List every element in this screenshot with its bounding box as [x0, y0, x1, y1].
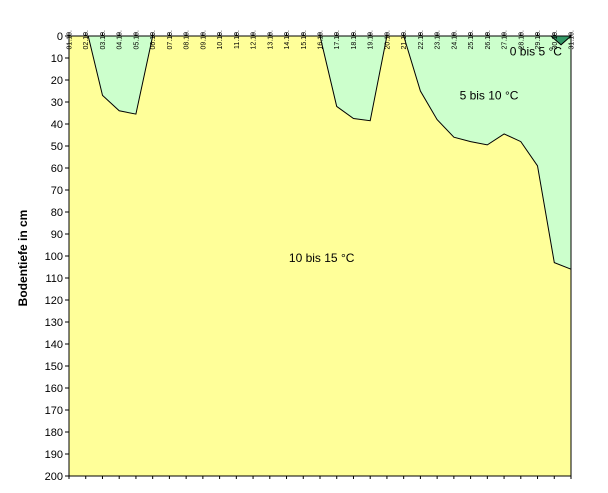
- y-tick-label: 170: [45, 405, 63, 417]
- y-tick-label: 180: [45, 427, 63, 439]
- x-tick-label: 27.10.: [502, 30, 509, 50]
- x-tick-label: 28.10.: [518, 30, 525, 50]
- x-tick-label: 07.10.: [167, 30, 174, 50]
- zone-area-cold-1: [550, 36, 571, 45]
- x-tick-label: 19.10.: [368, 30, 375, 50]
- zone-area-mid-3: [403, 36, 571, 270]
- y-tick-label: 40: [51, 119, 63, 131]
- x-tick-label: 29.10.: [535, 30, 542, 50]
- y-tick-label: 10: [51, 53, 63, 65]
- x-tick-label: 08.10.: [184, 30, 191, 50]
- x-tick-label: 30.10.: [552, 30, 559, 50]
- y-tick-label: 110: [45, 273, 63, 285]
- zone-area-mid-2: [320, 36, 387, 121]
- x-tick-label: 24.10.: [451, 30, 458, 50]
- x-tick-label: 04.10.: [117, 30, 124, 50]
- x-tick-label: 18.10.: [351, 30, 358, 50]
- x-tick-label: 25.10.: [468, 30, 475, 50]
- y-tick-label: 150: [45, 361, 63, 373]
- y-tick-label: 130: [45, 317, 63, 329]
- y-tick-label: 200: [45, 471, 63, 483]
- y-tick-label: 140: [45, 339, 63, 351]
- x-tick-label: 31.10.: [569, 30, 576, 50]
- x-tick-label: 17.10.: [334, 30, 341, 50]
- y-tick-label: 90: [51, 229, 63, 241]
- x-tick-label: 21.10.: [401, 30, 408, 50]
- y-tick-label: 70: [51, 185, 63, 197]
- x-tick-label: 26.10.: [485, 30, 492, 50]
- x-tick-label: 23.10.: [435, 30, 442, 50]
- x-tick-label: 11.10.: [234, 30, 241, 49]
- zone-label-warm: 10 bis 15 °C: [289, 251, 355, 265]
- y-axis-title: Bodentiefe in cm: [16, 210, 30, 307]
- y-tick-label: 50: [51, 141, 63, 153]
- isotherm-10-segment-3: [403, 35, 572, 270]
- x-tick-label: 22.10.: [418, 30, 425, 50]
- zone-area-mid-1: [88, 36, 153, 115]
- isotherm-10-segment-2: [319, 35, 388, 122]
- x-tick-label: 05.10.: [133, 30, 140, 50]
- y-tick-label: 160: [45, 383, 63, 395]
- isotherm-10-segment-1: [87, 35, 154, 115]
- axes: [65, 33, 572, 479]
- y-tick-label: 100: [45, 251, 63, 263]
- x-tick-label: 13.10.: [267, 30, 274, 50]
- x-tick-label: 12.10.: [251, 30, 258, 50]
- x-tick-label: 14.10.: [284, 30, 291, 50]
- y-tick-label: 60: [51, 163, 63, 175]
- y-tick-label: 20: [51, 75, 63, 87]
- x-tick-label: 03.10.: [100, 30, 107, 50]
- zone-labels: 10 bis 15 °C 5 bis 10 °C 0 bis 5 °C: [289, 44, 562, 265]
- y-tick-label: 0: [57, 31, 63, 43]
- y-tick-label: 80: [51, 207, 63, 219]
- x-tick-label: 20.10.: [384, 30, 391, 50]
- zone-label-mid: 5 bis 10 °C: [460, 88, 519, 102]
- x-tick-label: 01.10.: [67, 30, 74, 50]
- x-tick-label: 10.10.: [217, 30, 224, 50]
- x-tick-label: 16.10.: [318, 30, 325, 50]
- x-tick-label: 06.10.: [150, 30, 157, 50]
- zone-label-cold: 0 bis 5 °C: [510, 44, 562, 58]
- y-tick-label: 190: [45, 449, 63, 461]
- y-tick-label: 30: [51, 97, 63, 109]
- isotherm-5-segment-1: [550, 35, 572, 46]
- tick-labels: 0 10 20 30 40 50 60 70 80 90 100 110 120 130 140 150 160…: [45, 30, 576, 483]
- x-tick-label: 09.10.: [200, 30, 207, 50]
- temperature-zones: [69, 35, 572, 476]
- x-tick-label: 15.10.: [301, 30, 308, 50]
- x-tick-label: 02.10.: [83, 30, 90, 50]
- y-tick-label: 120: [45, 295, 63, 307]
